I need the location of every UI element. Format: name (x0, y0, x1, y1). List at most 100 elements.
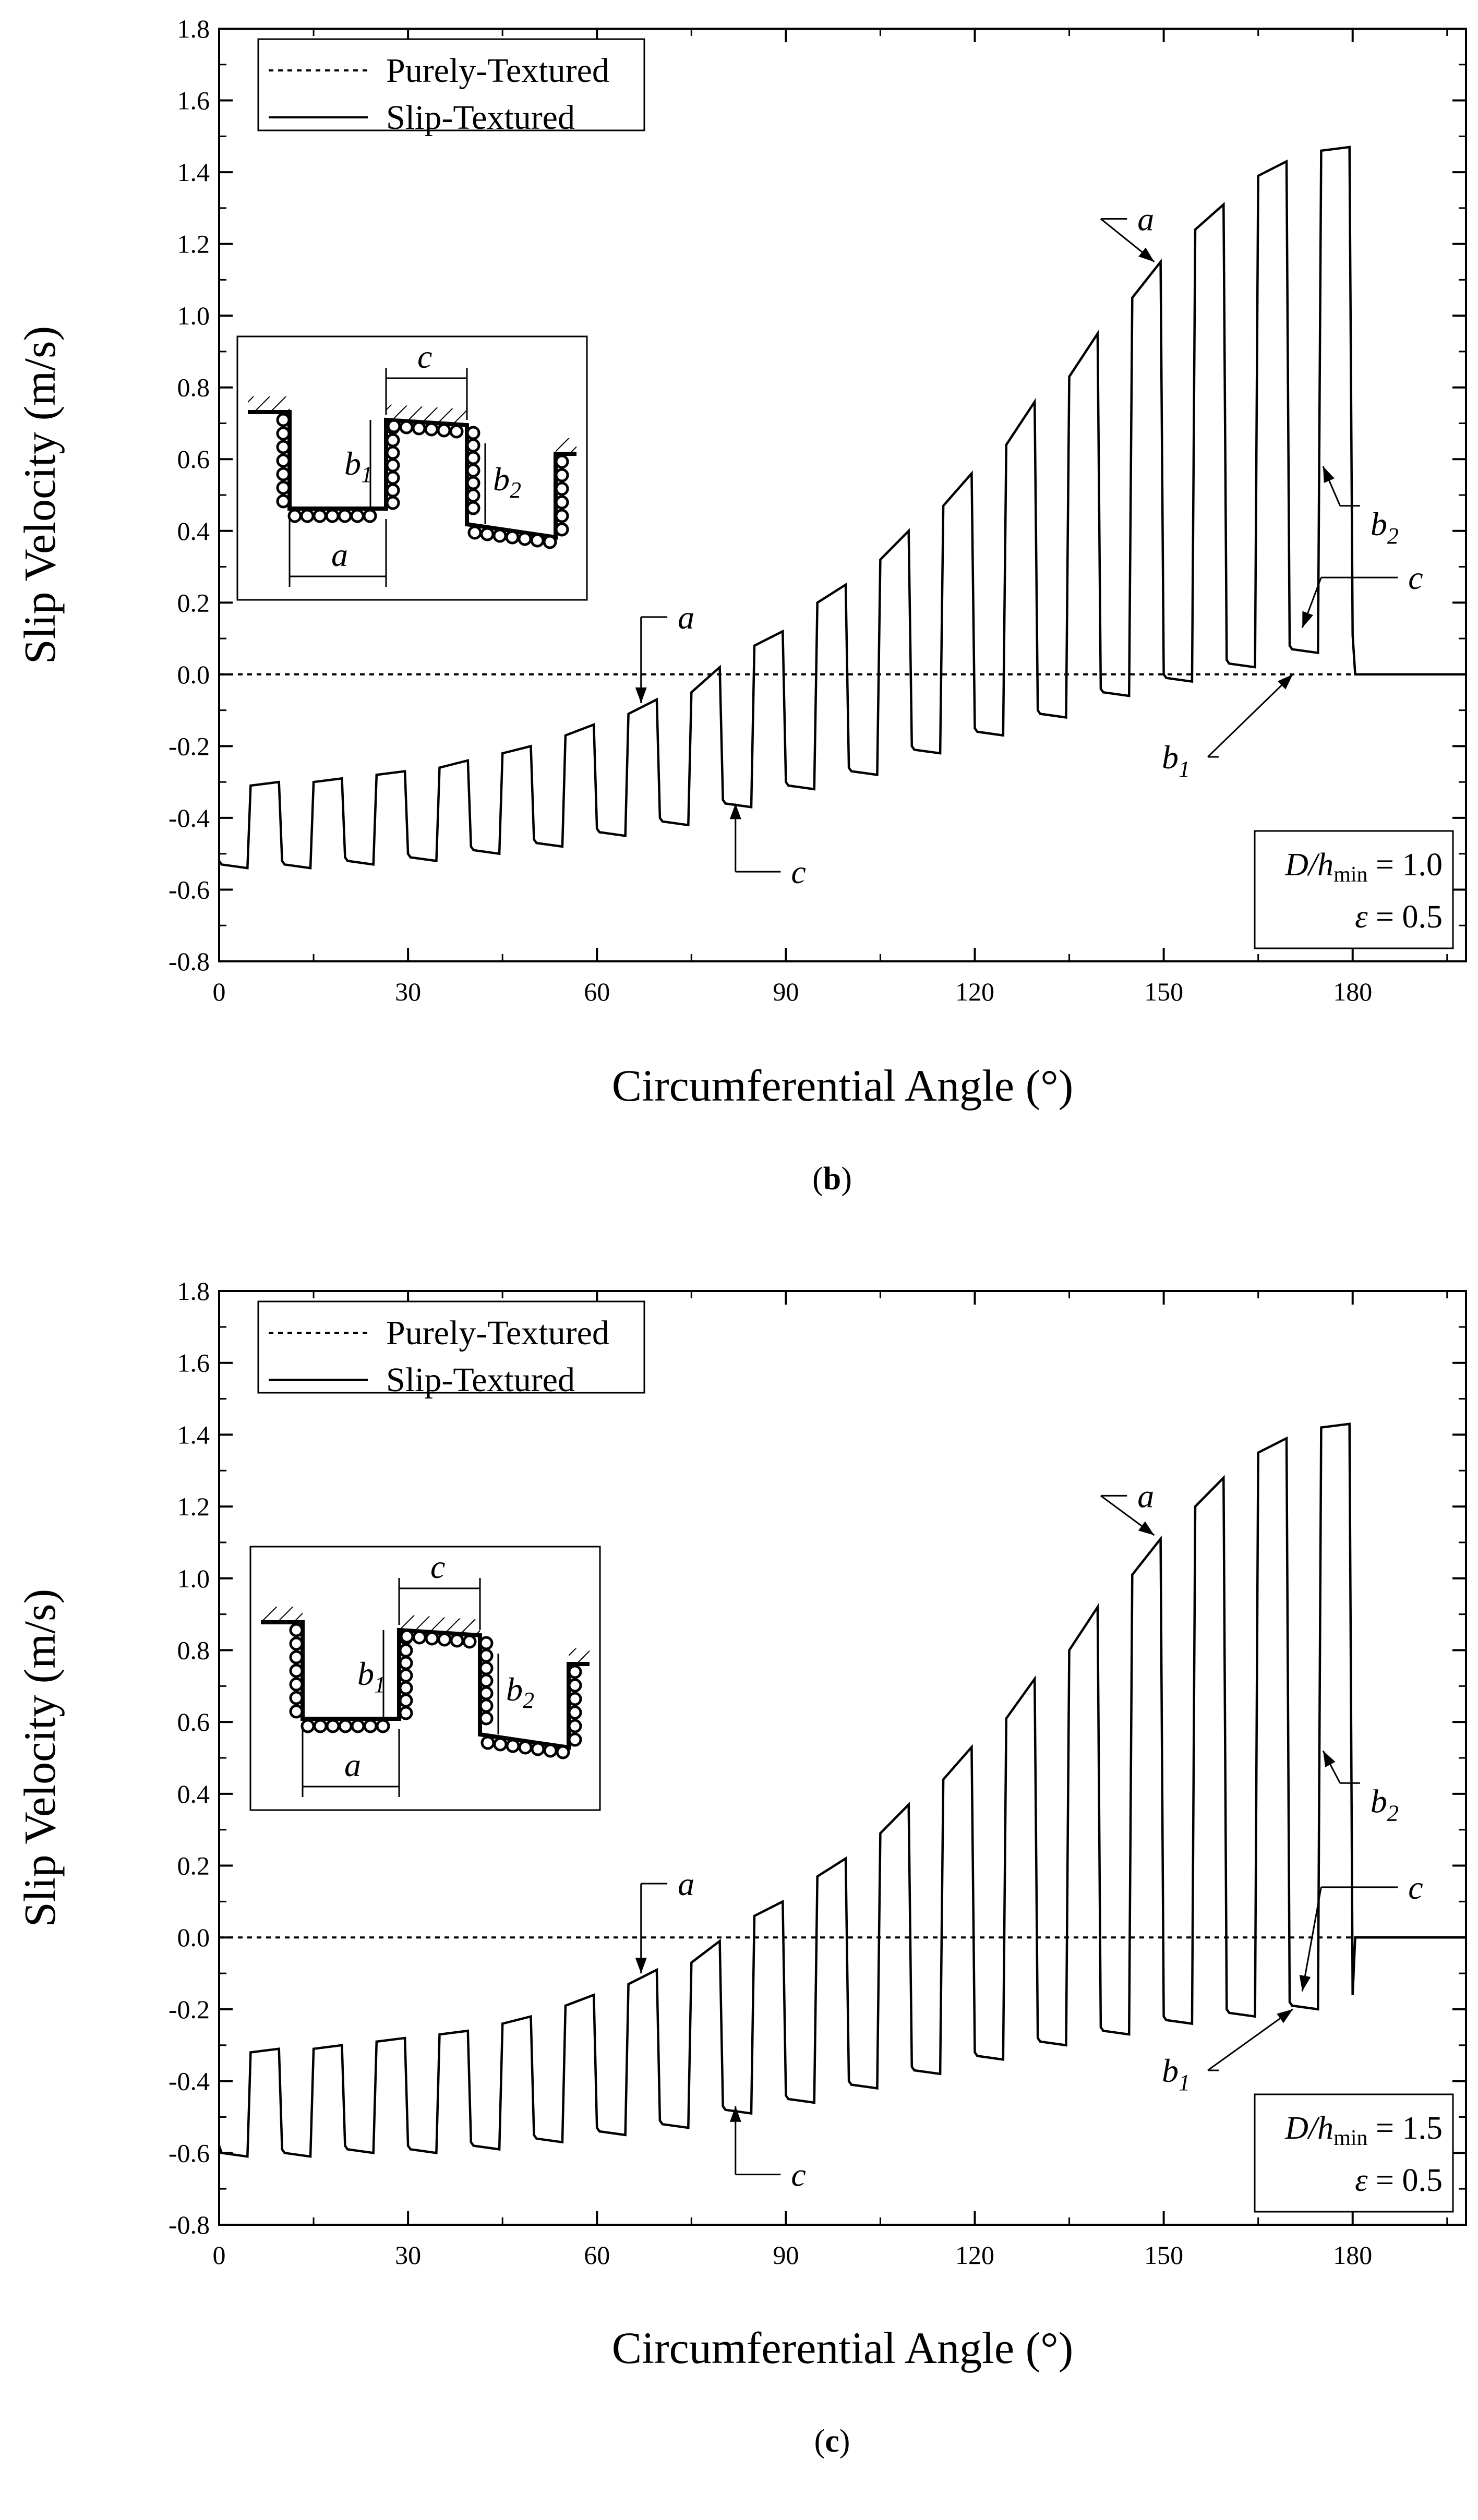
x-tick-label: 60 (584, 2240, 610, 2270)
inset-slip-circle (466, 426, 480, 440)
inset-slip-circle (466, 501, 480, 515)
inset-slip-circle (301, 1719, 315, 1733)
annotation-arrow-head (1302, 611, 1314, 628)
x-tick-label: 90 (773, 2240, 799, 2270)
annotation-arrow-head (1277, 2009, 1293, 2023)
inset-slip-circle (505, 530, 520, 545)
inset-slip-circle (325, 509, 340, 523)
annotation-arrow-head (1323, 1751, 1336, 1767)
inset-slip-circle (363, 509, 377, 523)
inset-slip-circle (399, 1693, 413, 1708)
x-tick-label: 90 (773, 977, 799, 1006)
inset-slip-circle (555, 522, 569, 537)
parameter-box: D/hmin = 1.0 ε = 0.5 (1254, 830, 1454, 949)
inset-label-b1: b1 (344, 445, 372, 487)
y-tick-label: 0.0 (177, 1923, 210, 1952)
inset-slip-circle (386, 445, 400, 460)
annotation-c: c (729, 2106, 806, 2193)
annotation-arrow-head (635, 687, 647, 703)
inset-slip-circle (276, 453, 291, 468)
x-tick-label: 180 (1333, 977, 1372, 1006)
inset-slip-circle (555, 468, 569, 483)
annotation-arrow-head (729, 803, 741, 819)
inset-slip-circle (531, 1742, 545, 1756)
inset-slip-circle (479, 1711, 494, 1726)
inset-slip-circle (449, 424, 464, 439)
parameter-frame (1254, 2093, 1454, 2213)
inset-slip-circle (466, 488, 480, 503)
parameter-frame (1254, 830, 1454, 949)
inset-slip-circle (555, 481, 569, 496)
inset-slip-circle (467, 525, 482, 540)
inset-slip-circle (313, 509, 327, 523)
y-tick-label: 1.0 (177, 1564, 210, 1593)
inset-label-b1: b1 (357, 1655, 386, 1697)
annotation-label: b2 (1371, 505, 1399, 549)
inset-slip-circle (493, 1737, 508, 1752)
x-tick-label: 150 (1144, 977, 1183, 1006)
panel-caption: (c) (814, 2423, 850, 2459)
inset-slip-circle (568, 1705, 582, 1720)
inset-slip-circle (338, 1719, 353, 1733)
y-tick-label: -0.6 (169, 2138, 210, 2167)
annotation-c: c (1299, 1869, 1423, 1992)
x-tick-label: 0 (213, 977, 226, 1006)
annotation-label: c (791, 2156, 806, 2193)
annotation-arrow-head (729, 2106, 741, 2122)
inset-slip-circle (276, 494, 291, 509)
parameter-d-hmin: D/hmin = 1.5 (1284, 2111, 1443, 2150)
y-tick-label: 0.0 (177, 660, 210, 689)
inset-slip-circle (289, 1704, 304, 1719)
annotation-arrow-head (1138, 247, 1155, 262)
inset-slip-circle (289, 1691, 304, 1705)
inset-slip-circle (400, 1629, 414, 1644)
inset-slip-circle (412, 1630, 427, 1645)
inset-slip-circle (386, 471, 400, 485)
inset-slip-circle (555, 509, 569, 523)
annotation-a: a (635, 1865, 694, 1974)
inset-slip-circle (289, 1623, 304, 1637)
inset-slip-circle (276, 413, 291, 427)
inset-slip-circle (351, 1719, 365, 1733)
inset-slip-circle (376, 1719, 390, 1733)
x-tick-label: 120 (955, 977, 994, 1006)
inset-slip-circle (289, 1677, 304, 1692)
inset-slip-circle (466, 438, 480, 453)
annotation-b-b2_sub: b2 (1322, 1750, 1399, 1826)
inset-slip-circle (479, 1686, 494, 1701)
inset-frame (236, 335, 588, 601)
inset-slip-circle (289, 1663, 304, 1678)
annotation-label: a (678, 599, 694, 636)
inset-slip-circle (506, 1739, 520, 1753)
legend: Purely-Textured Slip-Textured (257, 1300, 645, 1399)
inset-slip-circle (479, 1636, 494, 1650)
annotation-a: a (1100, 200, 1155, 263)
x-tick-label: 150 (1144, 2240, 1183, 2270)
annotation-b-b2_sub: b2 (1322, 466, 1399, 549)
inset-slip-circle (289, 1650, 304, 1665)
annotation-label: a (1137, 200, 1154, 237)
legend-label-slip: Slip-Textured (386, 1361, 575, 1399)
inset-hatch-right (556, 438, 576, 454)
annotation-arrow-head (1138, 1521, 1155, 1536)
y-tick-label: 1.0 (177, 301, 210, 330)
inset-slip-circle (399, 420, 414, 435)
y-tick-label: 0.2 (177, 588, 210, 617)
annotation-label: c (791, 853, 806, 890)
annotation-c: c (1301, 559, 1423, 628)
inset-frame (249, 1546, 601, 1811)
inset-slip-circle (556, 1745, 570, 1759)
y-tick-label: 0.8 (177, 373, 210, 402)
inset-slip-circle (568, 1665, 582, 1679)
inset-slip-circle (568, 1732, 582, 1747)
annotation-arrow-shaft (1207, 2008, 1293, 2071)
y-tick-label: -0.4 (169, 2067, 210, 2096)
inset-slip-circle (276, 426, 291, 441)
inset-slip-circle (437, 1632, 452, 1647)
annotation-label: b1 (1162, 2052, 1190, 2095)
inset-slip-circle (492, 528, 507, 543)
inset-slip-circle (399, 1681, 413, 1695)
x-tick-label: 0 (213, 2240, 226, 2270)
inset-slip-circle (412, 421, 426, 436)
